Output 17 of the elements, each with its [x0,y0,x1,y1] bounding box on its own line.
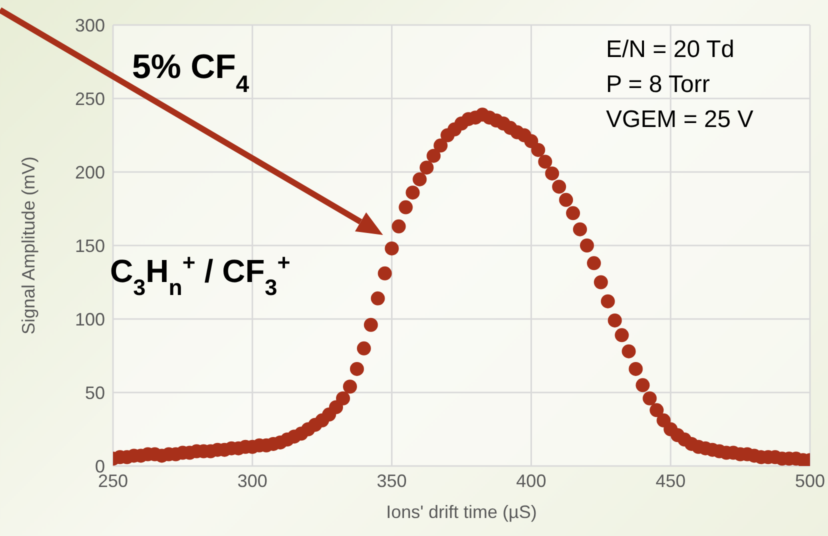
y-tick-label: 100 [74,309,105,330]
y-tick-label: 250 [74,88,105,109]
annotation: VGEM = 25 V [606,106,754,133]
annotation: E/N = 20 Td [606,36,734,63]
y-tick-label: 150 [74,236,105,256]
x-axis-title: Ions' drift time (µS) [386,502,537,522]
annotation: P = 8 Torr [606,71,710,98]
annotation: 5% CF$_{4}$ [132,48,250,98]
y-axis-title: Signal Amplitude (mV) [18,156,38,335]
x-tick-label: 400 [516,470,546,491]
x-tick-label: 450 [656,470,686,491]
y-tick-label: 200 [74,162,105,182]
y-tick-label: 50 [84,382,105,403]
x-tick-label: 350 [376,470,407,491]
x-tick-label: 300 [237,470,268,491]
x-tick-label: 500 [794,470,826,491]
y-tick-label: 300 [74,15,105,36]
